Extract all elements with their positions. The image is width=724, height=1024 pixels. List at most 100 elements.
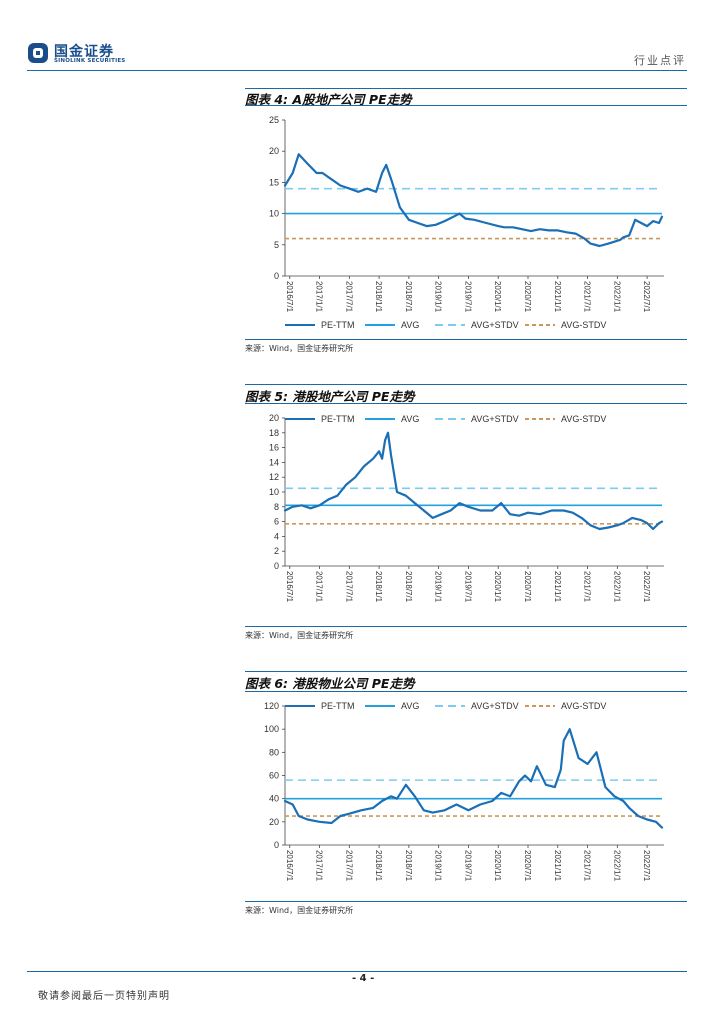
- y-tick-label: 8: [274, 502, 279, 512]
- x-tick-label: 2021/1/1: [553, 850, 562, 882]
- figure-5-chart: 0 2 4 6 8 10 12 14 16 18 20 2016/7/1 2017/1/1 2017/7/…: [269, 413, 664, 603]
- series-pe-ttm-line: [283, 153, 664, 248]
- y-tick-label: 0: [274, 840, 279, 850]
- x-tick-label: 2021/7/1: [583, 850, 592, 882]
- y-tick-label: 80: [269, 747, 279, 757]
- x-tick-label: 2022/7/1: [642, 571, 651, 603]
- logo-text-en: SINOLINK SECURITIES: [54, 58, 126, 64]
- x-tick-label: 2018/1/1: [374, 281, 383, 313]
- logo-text-cn: 国金证券: [54, 44, 114, 60]
- figure-4-chart: 0 5 10 15 20 25 2016/7/1 2017/1/1 2017/7/1 2018/1…: [269, 115, 664, 330]
- x-tick-label: 2017/7/1: [344, 571, 353, 603]
- x-tick-label: 2022/1/1: [612, 281, 621, 313]
- legend-label-avg-stdv: AVG+STDV: [471, 320, 519, 330]
- y-tick-label: 10: [269, 487, 279, 497]
- x-tick-label: 2018/1/1: [374, 850, 383, 882]
- figure-4-title: 图表 4: A股地产公司 PE走势: [245, 92, 412, 107]
- x-tick-label: 2017/7/1: [344, 281, 353, 313]
- x-tick-label: 2017/1/1: [315, 281, 324, 313]
- figure-6-top-rule: [245, 671, 687, 672]
- y-tick-label: 60: [269, 771, 279, 781]
- legend-label-avg-stdv: AVG-STDV: [561, 320, 606, 330]
- y-tick-label: 120: [264, 701, 279, 711]
- x-tick-label: 2021/1/1: [553, 571, 562, 603]
- figure-6-title-rule: [245, 691, 687, 692]
- x-tick-label: 2022/7/1: [642, 850, 651, 882]
- x-tick-label: 2016/7/1: [285, 281, 294, 313]
- figure-5-top-rule: [245, 384, 687, 385]
- y-tick-label: 12: [269, 472, 279, 482]
- legend-label-avg-stdv: AVG-STDV: [561, 701, 606, 711]
- legend-label-pe-ttm: PE-TTM: [321, 701, 355, 711]
- report-type-label: 行业点评: [634, 54, 686, 67]
- header-divider: [27, 70, 687, 71]
- y-tick-label: 40: [269, 794, 279, 804]
- y-tick-label: 0: [274, 561, 279, 571]
- figure-4-top-rule: [245, 88, 687, 89]
- footer-disclaimer: 敬请参阅最后一页特别声明: [38, 991, 170, 1002]
- y-tick-label: 20: [269, 146, 279, 156]
- series-pe-ttm-line: [283, 431, 664, 531]
- y-tick-label: 0: [274, 271, 279, 281]
- x-tick-label: 2019/7/1: [463, 571, 472, 603]
- x-tick-label: 2017/7/1: [344, 850, 353, 882]
- figure-4-source: 来源：Wind，国金证券研究所: [245, 344, 354, 353]
- legend-label-avg-stdv: AVG-STDV: [561, 414, 606, 424]
- legend-label-avg: AVG: [401, 701, 419, 711]
- x-tick-label: 2018/7/1: [404, 281, 413, 313]
- figure-4-bottom-rule: [245, 339, 687, 340]
- x-tick-label: 2022/7/1: [642, 281, 651, 313]
- y-tick-label: 100: [264, 724, 279, 734]
- legend-label-avg: AVG: [401, 414, 419, 424]
- x-tick-label: 2017/1/1: [315, 850, 324, 882]
- figure-5-title: 图表 5: 港股地产公司 PE走势: [245, 389, 415, 404]
- y-tick-label: 14: [269, 457, 279, 467]
- figure-6-source: 来源：Wind，国金证券研究所: [245, 906, 354, 915]
- legend-label-avg-stdv: AVG+STDV: [471, 414, 519, 424]
- x-tick-label: 2018/7/1: [404, 571, 413, 603]
- x-tick-label: 2016/7/1: [285, 850, 294, 882]
- y-tick-label: 6: [274, 517, 279, 527]
- x-tick-label: 2019/7/1: [463, 850, 472, 882]
- y-tick-label: 18: [269, 428, 279, 438]
- y-tick-label: 20: [269, 413, 279, 423]
- x-tick-label: 2020/1/1: [493, 850, 502, 882]
- page-header: 国金证券 SINOLINK SECURITIES 行业点评: [0, 0, 724, 72]
- x-tick-label: 2022/1/1: [612, 850, 621, 882]
- series-pe-ttm-line: [283, 728, 664, 829]
- figure-5-title-rule: [245, 403, 687, 404]
- x-tick-label: 2022/1/1: [612, 571, 621, 603]
- legend-label-avg: AVG: [401, 320, 419, 330]
- y-tick-label: 4: [274, 531, 279, 541]
- y-tick-label: 2: [274, 546, 279, 556]
- y-tick-label: 16: [269, 443, 279, 453]
- x-tick-label: 2020/1/1: [493, 571, 502, 603]
- y-tick-label: 20: [269, 817, 279, 827]
- x-tick-label: 2017/1/1: [315, 571, 324, 603]
- x-tick-label: 2019/1/1: [434, 571, 443, 603]
- sinolink-logo: 国金证券 SINOLINK SECURITIES: [27, 40, 131, 68]
- figure-6-bottom-rule: [245, 901, 687, 902]
- x-tick-label: 2019/1/1: [434, 850, 443, 882]
- x-tick-label: 2016/7/1: [285, 571, 294, 603]
- x-tick-label: 2021/7/1: [583, 571, 592, 603]
- footer-divider: [27, 971, 687, 972]
- figure-5-source: 来源：Wind，国金证券研究所: [245, 631, 354, 640]
- page-number: - 4 -: [352, 973, 375, 984]
- x-tick-label: 2020/7/1: [523, 281, 532, 313]
- figure-4-title-rule: [245, 105, 687, 106]
- x-tick-label: 2020/7/1: [523, 571, 532, 603]
- x-tick-label: 2021/1/1: [553, 281, 562, 313]
- legend-label-avg-stdv: AVG+STDV: [471, 701, 519, 711]
- x-tick-label: 2019/7/1: [463, 281, 472, 313]
- legend-label-pe-ttm: PE-TTM: [321, 414, 355, 424]
- x-tick-label: 2019/1/1: [434, 281, 443, 313]
- x-tick-label: 2021/7/1: [583, 281, 592, 313]
- x-tick-label: 2018/7/1: [404, 850, 413, 882]
- figure-5-bottom-rule: [245, 626, 687, 627]
- y-tick-label: 10: [269, 209, 279, 219]
- x-tick-label: 2020/1/1: [493, 281, 502, 313]
- y-tick-label: 5: [274, 240, 279, 250]
- y-tick-label: 15: [269, 177, 279, 187]
- figure-6-title: 图表 6: 港股物业公司 PE走势: [245, 676, 415, 691]
